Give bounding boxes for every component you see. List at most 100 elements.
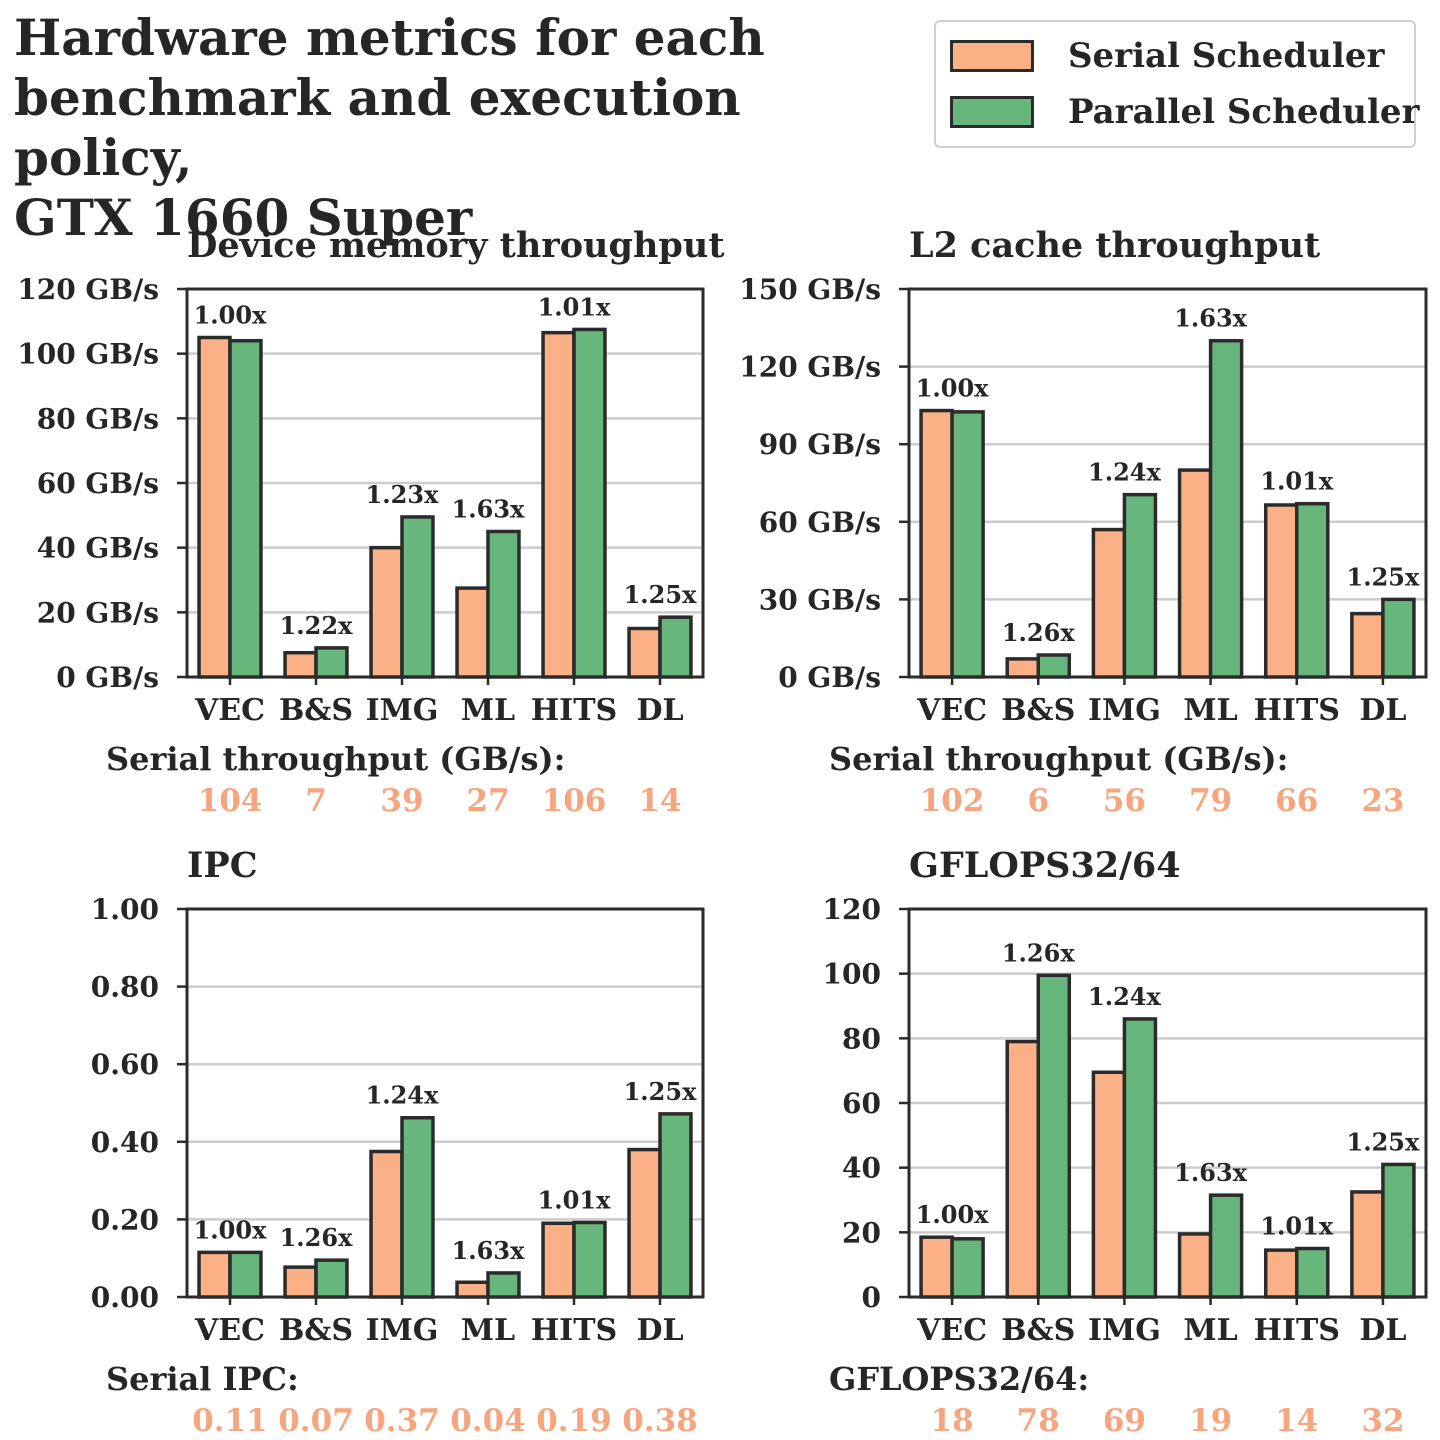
footer-value: 56 (1103, 783, 1146, 819)
y-tick-label: 0 (862, 1281, 881, 1314)
y-tick-label: 80 GB/s (37, 402, 159, 435)
footer-value: 78 (1017, 1403, 1060, 1439)
y-tick-label: 120 GB/s (739, 351, 881, 384)
x-tick-label: IMG (366, 693, 439, 728)
footer-value: 79 (1189, 783, 1232, 819)
y-tick-label: 0.00 (91, 1281, 159, 1314)
bar-parallel (1122, 1017, 1158, 1299)
chart-panel-3: IPC 0.00 0.20 0.40 0.60 0.80 1.00 1.00x VEC 0.11 1… (91, 845, 705, 1439)
main-title-line-3: GTX 1660 Super (14, 188, 473, 247)
bar-serial (1263, 1248, 1299, 1299)
bar-serial (627, 1147, 662, 1299)
bar-serial (541, 330, 576, 679)
bar-parallel (486, 1271, 521, 1299)
x-tick-label: IMG (366, 1313, 439, 1348)
bar-parallel (572, 1220, 607, 1299)
bar-serial (455, 586, 490, 679)
footer-value: 6 (1027, 783, 1049, 819)
bar-parallel (486, 529, 521, 679)
x-tick-label: DL (636, 1313, 683, 1348)
footer-value: 39 (380, 783, 423, 819)
x-tick-label: ML (461, 693, 515, 728)
axes-frame (185, 907, 705, 1299)
main-title-line-2: benchmark and execution policy, (14, 68, 741, 187)
y-tick-label: 40 GB/s (37, 532, 159, 565)
speedup-label: 1.26x (280, 1223, 353, 1252)
footer-value: 23 (1361, 783, 1404, 819)
bar-serial (197, 335, 232, 679)
bar-parallel (400, 515, 435, 679)
y-tick-label: 0.80 (91, 971, 159, 1004)
speedup-label: 1.01x (1260, 1212, 1333, 1241)
footer-label: GFLOPS32/64: (829, 1360, 1089, 1398)
x-tick-label: HITS (531, 1313, 617, 1348)
y-tick-label: 80 (842, 1022, 881, 1055)
x-tick-label: HITS (531, 693, 617, 728)
y-tick-label: 20 GB/s (37, 596, 159, 629)
legend-label-serial: Serial Scheduler (1068, 36, 1385, 76)
main-title-line-1: Hardware metrics for each (14, 8, 765, 67)
y-tick-label: 0 GB/s (778, 661, 881, 694)
footer-value: 32 (1361, 1403, 1404, 1439)
y-tick-label: 120 (823, 893, 881, 926)
axes-frame (185, 287, 705, 679)
bar-parallel (572, 327, 607, 679)
speedup-label: 1.00x (194, 1215, 267, 1244)
bar-parallel (1036, 973, 1072, 1299)
bar-serial (1350, 1190, 1385, 1299)
speedup-label: 1.63x (452, 495, 525, 524)
speedup-label: 1.25x (624, 1077, 697, 1106)
footer-value: 18 (931, 1403, 974, 1439)
bar-parallel (1295, 501, 1330, 679)
x-tick-label: VEC (194, 693, 265, 728)
y-tick-label: 100 GB/s (17, 338, 159, 371)
speedup-label: 1.22x (280, 611, 353, 640)
footer-value: 0.11 (192, 1403, 268, 1439)
footer-value: 14 (1275, 1403, 1318, 1439)
main-title: Hardware metrics for each benchmark and … (14, 8, 914, 248)
bar-serial (919, 1235, 954, 1299)
bar-serial (455, 1280, 490, 1299)
footer-value: 69 (1103, 1403, 1146, 1439)
footer-value: 102 (920, 783, 985, 819)
bar-serial (541, 1221, 576, 1299)
bar-serial (283, 651, 318, 679)
bar-parallel (1208, 338, 1244, 679)
axes-frame (907, 287, 1428, 679)
bar-serial (1177, 468, 1213, 679)
speedup-label: 1.24x (366, 1081, 439, 1110)
bar-parallel (314, 646, 349, 679)
bar-serial (1091, 1070, 1127, 1299)
y-tick-label: 90 GB/s (759, 428, 881, 461)
bar-parallel (400, 1115, 435, 1299)
bar-serial (627, 626, 662, 679)
bar-serial (1263, 503, 1299, 679)
y-tick-label: 60 GB/s (37, 467, 159, 500)
bar-serial (1005, 1039, 1040, 1299)
x-tick-label: VEC (916, 693, 987, 728)
footer-value: 19 (1189, 1403, 1232, 1439)
speedup-label: 1.24x (1088, 982, 1161, 1011)
speedup-label: 1.23x (366, 480, 439, 509)
legend-item-parallel: Parallel Scheduler (950, 92, 1419, 132)
speedup-label: 1.01x (538, 1186, 611, 1215)
x-tick-label: B&S (279, 693, 353, 728)
chart-panel-2: L2 cache throughput 0 GB/s 30 GB/s 60 GB/s 9… (739, 225, 1428, 819)
bar-serial (1177, 1232, 1213, 1299)
chart-title: L2 cache throughput (909, 225, 1320, 266)
chart-panel-4: GFLOPS32/64 0 20 40 60 80 100 120 1.00x VEC 18 1.26… (823, 845, 1428, 1439)
footer-value: 0.38 (622, 1403, 698, 1439)
footer-label: Serial IPC: (106, 1360, 299, 1398)
footer-value: 0.04 (450, 1403, 526, 1439)
x-tick-label: ML (461, 1313, 515, 1348)
bar-serial (369, 1149, 404, 1299)
speedup-label: 1.25x (1347, 562, 1420, 591)
speedup-label: 1.25x (1347, 1127, 1420, 1156)
legend-item-serial: Serial Scheduler (950, 36, 1384, 76)
bar-serial (919, 408, 954, 679)
y-tick-label: 1.00 (91, 893, 159, 926)
y-tick-label: 0.40 (91, 1126, 159, 1159)
legend-label-parallel: Parallel Scheduler (1068, 92, 1420, 132)
y-tick-label: 60 (842, 1087, 881, 1120)
x-tick-label: B&S (1001, 1313, 1075, 1348)
